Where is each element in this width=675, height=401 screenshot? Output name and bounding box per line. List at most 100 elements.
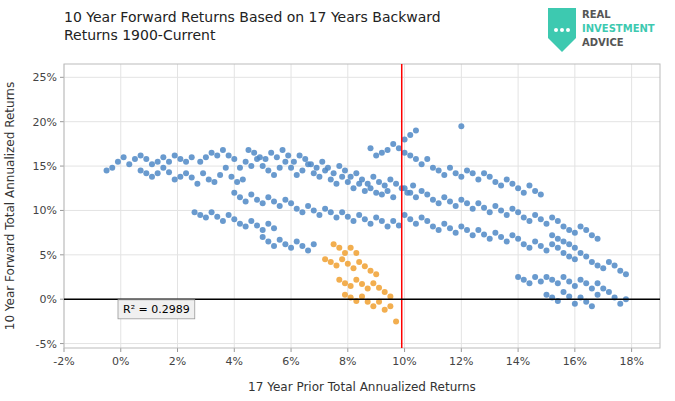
point xyxy=(203,154,209,160)
x-tick-label: 8% xyxy=(339,355,356,368)
point xyxy=(172,152,178,158)
tick-mark xyxy=(64,348,65,352)
grid xyxy=(64,64,660,348)
point xyxy=(322,256,328,262)
logo-text: ADVICE xyxy=(582,37,624,48)
point xyxy=(192,209,198,215)
point xyxy=(589,286,595,292)
point xyxy=(555,218,561,224)
point xyxy=(382,307,388,313)
point xyxy=(228,174,234,180)
point xyxy=(617,268,623,274)
point xyxy=(322,206,328,212)
point xyxy=(458,174,464,180)
point xyxy=(271,243,277,249)
y-tick-label: 15% xyxy=(33,160,57,173)
grid-line xyxy=(518,64,519,348)
point xyxy=(492,230,498,236)
point xyxy=(288,245,294,251)
tick-mark xyxy=(631,348,632,352)
x-axis-label: 17 Year Prior Total Annualized Returns xyxy=(248,380,476,394)
plot-area xyxy=(64,64,660,348)
point xyxy=(353,170,359,176)
point xyxy=(282,197,288,203)
point xyxy=(393,181,399,187)
tick-mark xyxy=(120,348,121,352)
tick-mark xyxy=(234,348,235,352)
point xyxy=(345,179,351,185)
point xyxy=(419,215,425,221)
point xyxy=(311,170,317,176)
point xyxy=(209,209,215,215)
point xyxy=(572,245,578,251)
point xyxy=(623,271,629,277)
point xyxy=(359,281,365,287)
point xyxy=(504,239,510,245)
point xyxy=(265,221,271,227)
x-tick-label: 0% xyxy=(112,355,129,368)
y-tick-label: 20% xyxy=(33,116,57,129)
tick-mark xyxy=(60,77,64,78)
point xyxy=(390,218,396,224)
point xyxy=(407,216,413,222)
point xyxy=(498,207,504,213)
point xyxy=(515,236,521,242)
point xyxy=(368,145,374,151)
point xyxy=(226,152,232,158)
x-tick-label: 12% xyxy=(449,355,473,368)
y-tick-label: 25% xyxy=(33,71,57,84)
point xyxy=(453,230,459,236)
annotation: R² = 0.2989 xyxy=(118,300,195,319)
point xyxy=(589,303,595,309)
point xyxy=(572,283,578,289)
point xyxy=(350,185,356,191)
point xyxy=(441,221,447,227)
point xyxy=(373,271,379,277)
grid-line xyxy=(64,343,660,344)
point xyxy=(240,176,246,182)
point xyxy=(291,159,297,165)
point xyxy=(160,154,166,160)
title: 10 Year Forward Returns Based on 17 Year… xyxy=(64,9,441,43)
grid-line xyxy=(234,64,235,348)
point xyxy=(297,152,303,158)
point xyxy=(245,147,251,153)
point xyxy=(509,232,515,238)
point xyxy=(617,301,623,307)
point xyxy=(138,152,144,158)
point xyxy=(595,280,601,286)
point xyxy=(504,212,510,218)
point xyxy=(447,165,453,171)
point xyxy=(311,207,317,213)
point xyxy=(342,280,348,286)
tick-mark xyxy=(518,348,519,352)
point xyxy=(339,174,345,180)
point xyxy=(248,218,254,224)
tick-mark xyxy=(177,348,178,352)
point xyxy=(265,194,271,200)
point xyxy=(299,243,305,249)
grid-line xyxy=(347,64,348,348)
point xyxy=(509,181,515,187)
point xyxy=(549,232,555,238)
point xyxy=(526,280,532,286)
point xyxy=(362,263,368,269)
point xyxy=(314,165,320,171)
point xyxy=(515,209,521,215)
grid-line xyxy=(64,210,660,211)
point xyxy=(155,159,161,165)
x-tick-label: 4% xyxy=(226,355,243,368)
point xyxy=(368,221,374,227)
point xyxy=(254,223,260,229)
grid-line xyxy=(64,77,660,78)
point xyxy=(532,212,538,218)
point xyxy=(138,168,144,174)
point xyxy=(390,194,396,200)
logo-dot xyxy=(554,28,558,32)
point xyxy=(424,218,430,224)
point xyxy=(333,262,339,268)
point xyxy=(561,250,567,256)
point xyxy=(126,161,132,167)
point xyxy=(532,239,538,245)
chart: -2%0%2%4%6%8%10%12%14%16%18%-5%0%5%10%15… xyxy=(0,0,675,401)
